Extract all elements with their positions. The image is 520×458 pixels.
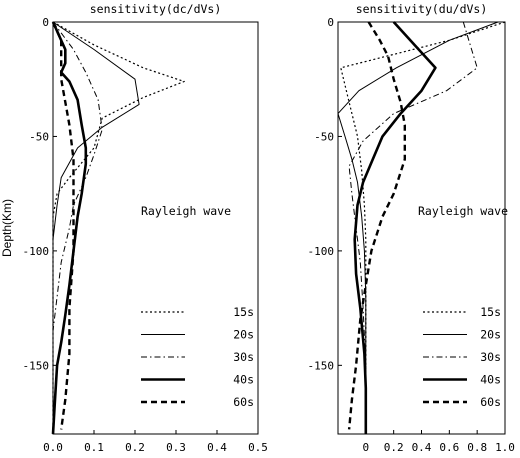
left-chart-title: sensitivity(dc/dVs) (90, 2, 222, 16)
left-annotation: Rayleigh wave (141, 204, 231, 218)
series-line-15s (340, 21, 506, 434)
x-tick-label: 0.4 (207, 441, 227, 454)
left-x-ticks: 0.0 0.1 0.2 0.3 0.4 0.5 (43, 430, 268, 454)
left-series (51, 21, 185, 435)
series-line-30s (52, 21, 103, 434)
legend-label-20s: 20s (480, 328, 501, 342)
series-line-40s (353, 21, 437, 434)
left-y-axis-label: Depth(Km) (0, 199, 14, 257)
x-tick-label: 0.6 (439, 441, 459, 454)
y-tick-label: -100 (308, 245, 335, 258)
right-panel: sensitivity(du/dVs) Rayleigh wave 0 0.2 0.… (308, 2, 515, 454)
y-tick-label: 0 (327, 16, 334, 29)
y-tick-label: -150 (308, 359, 335, 372)
right-annotation: Rayleigh wave (418, 204, 508, 218)
x-tick-label: 0.8 (467, 441, 487, 454)
series-line-20s (337, 21, 499, 434)
left-panel: sensitivity(dc/dVs) Depth(Km) Rayleigh w… (0, 2, 268, 454)
left-plot-frame (52, 21, 259, 435)
x-tick-label: 1.0 (495, 441, 515, 454)
series-line-60s (347, 21, 406, 430)
x-tick-label: 0.3 (166, 441, 186, 454)
legend-label-60s: 60s (233, 395, 254, 409)
x-tick-label: 0.2 (125, 441, 145, 454)
x-tick-label: 0.4 (412, 441, 432, 454)
legend-label-15s: 15s (233, 305, 254, 319)
left-y-ticks: 0 -50 -100 -150 (23, 16, 57, 372)
left-legend: 15s 20s 30s 40s 60s (141, 305, 254, 409)
series-line-30s (348, 21, 478, 434)
y-tick-label: -150 (23, 359, 50, 372)
series-line-60s (51, 21, 75, 430)
legend-label-40s: 40s (480, 373, 501, 387)
series-line-20s (52, 21, 140, 434)
right-legend: 15s 20s 30s 40s 60s (423, 305, 501, 409)
x-tick-label: 0.2 (384, 441, 404, 454)
x-tick-label: 0.5 (248, 441, 268, 454)
y-tick-label: -50 (29, 130, 49, 143)
y-tick-label: -100 (23, 245, 50, 258)
legend-label-15s: 15s (480, 305, 501, 319)
series-line-40s (51, 21, 88, 435)
y-tick-label: 0 (42, 16, 49, 29)
right-chart-title: sensitivity(du/dVs) (356, 2, 488, 16)
legend-label-30s: 30s (233, 350, 254, 364)
x-tick-label: 0 (363, 441, 370, 454)
x-tick-label: 0.0 (43, 441, 63, 454)
legend-label-20s: 20s (233, 328, 254, 342)
legend-label-40s: 40s (233, 373, 254, 387)
x-tick-label: 0.1 (84, 441, 104, 454)
legend-label-60s: 60s (480, 395, 501, 409)
right-x-ticks: 0 0.2 0.4 0.6 0.8 1.0 (363, 430, 515, 454)
legend-label-30s: 30s (480, 350, 501, 364)
series-line-15s (52, 21, 185, 434)
right-series (337, 21, 506, 434)
y-tick-label: -50 (314, 130, 334, 143)
right-y-ticks: 0 -50 -100 -150 (308, 16, 342, 372)
